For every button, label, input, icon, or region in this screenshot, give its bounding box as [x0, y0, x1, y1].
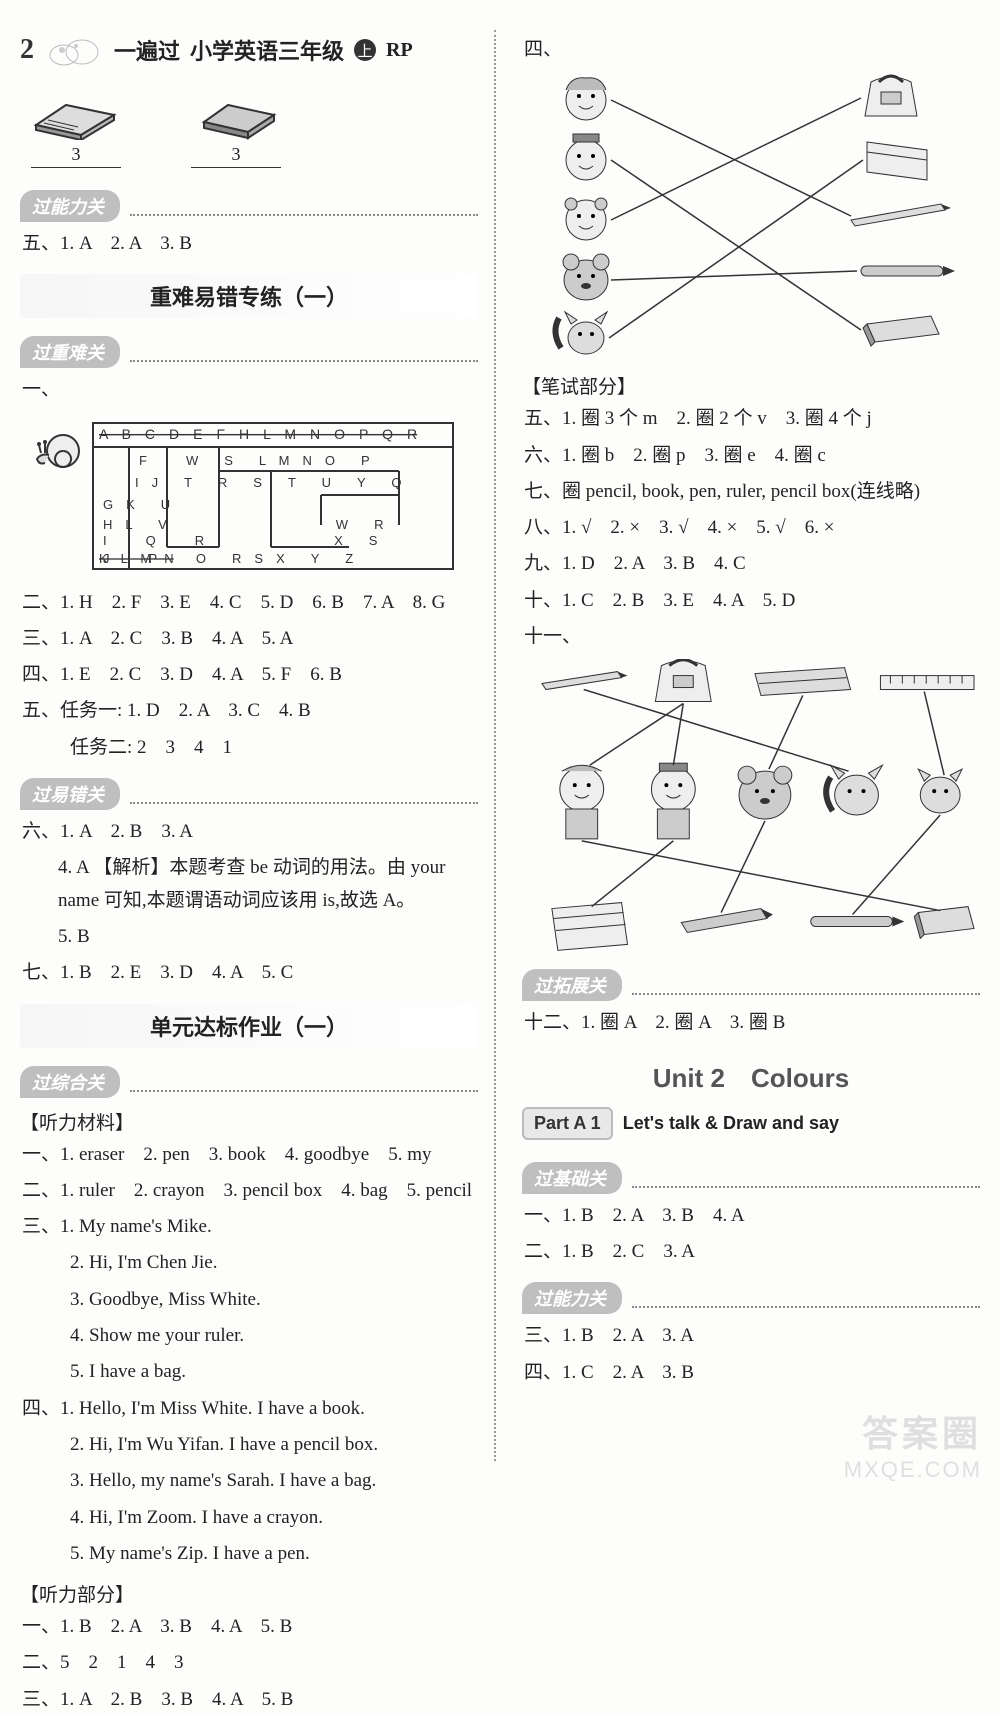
ans-7: 七、1. B 2. E 3. D 4. A 5. C	[22, 957, 478, 989]
book-icon	[867, 142, 927, 180]
svg-text:A B C D E F H L M N O P Q R: A B C D E F H L M N O P Q R	[99, 426, 417, 442]
lm-0: 一、1. eraser 2. pen 3. book 4. goodbye 5.…	[22, 1139, 478, 1171]
lm-6: 5. I have a bag.	[70, 1356, 478, 1388]
letter-maze: A B C D E F H L M N O P Q R F W S L M N …	[39, 417, 459, 577]
part-row: Part A 1 Let's talk & Draw and say	[522, 1107, 980, 1140]
tab-comprehensive: 过综合关	[20, 1066, 120, 1098]
watermark: 答案圈 MXQE.COM	[844, 1405, 982, 1483]
r12: 十二、1. 圈 A 2. 圈 A 3. 圈 B	[524, 1007, 980, 1039]
r7: 七、圈 pencil, book, pen, ruler, pencil box…	[524, 476, 980, 508]
eraser-small-icon	[863, 316, 939, 346]
crayon-icon	[681, 909, 773, 933]
lm-9: 3. Hello, my name's Sarah. I have a bag.	[70, 1465, 478, 1497]
pen-icon	[861, 266, 955, 276]
lm-8: 2. Hi, I'm Wu Yifan. I have a pencil box…	[70, 1429, 478, 1461]
squirrel-icon	[555, 312, 607, 354]
eraser-icon	[914, 907, 974, 939]
lm-11: 5. My name's Zip. I have a pen.	[70, 1538, 478, 1570]
match-diagram-2	[522, 659, 980, 959]
notebook-icon	[26, 80, 126, 140]
tab-error: 过易错关	[20, 778, 120, 810]
svg-text:I Q R X S: I Q R X S	[103, 533, 378, 548]
section-title-mistakes: 重难易错专练（一）	[150, 285, 348, 310]
svg-text:K L M N: K L M N	[99, 551, 174, 566]
basic-2: 二、1. B 2. C 3. A	[524, 1236, 980, 1268]
lm-10: 4. Hi, I'm Zoom. I have a crayon.	[70, 1502, 478, 1534]
svg-text:H L V W R: H L V W R	[103, 517, 383, 532]
volume-marker: 上	[354, 39, 376, 61]
listening-material-label: 【听力材料】	[20, 1108, 478, 1135]
section-title-assignment: 单元达标作业（一）	[150, 1015, 348, 1040]
tab-ability: 过能力关	[20, 190, 120, 222]
ls-1: 一、1. B 2. A 3. B 4. A 5. B	[22, 1611, 478, 1643]
svg-text:G K U: G K U	[103, 497, 183, 512]
ruler-icon	[880, 676, 974, 690]
ans-6c: 5. B	[58, 921, 478, 953]
r6: 六、1. 圈 b 2. 圈 p 3. 圈 e 4. 圈 c	[524, 440, 980, 472]
ans-3: 三、1. A 2. C 3. B 4. A 5. A	[22, 623, 478, 655]
tab-difficult: 过重难关	[20, 336, 120, 368]
ans-6a: 六、1. A 2. B 3. A	[22, 816, 478, 848]
grade-label: 小学英语三年级	[190, 34, 344, 66]
lm-5: 4. Show me your ruler.	[70, 1320, 478, 1352]
edition-label: RP	[386, 39, 413, 62]
r9: 九、1. D 2. A 3. B 4. C	[524, 548, 980, 580]
q1-label: 一、	[22, 374, 478, 406]
ability-3: 三、1. B 2. A 3. A	[524, 1320, 980, 1352]
ls-2: 二、5 2 1 4 3	[22, 1647, 478, 1679]
tab-basic: 过基础关	[522, 1162, 622, 1194]
pencilbox-icon	[755, 668, 851, 696]
ability-4: 四、1. C 2. A 3. B	[524, 1357, 980, 1389]
lm-2: 三、1. My name's Mike.	[22, 1211, 478, 1243]
snail-icon	[31, 423, 87, 479]
lm-4: 3. Goodbye, Miss White.	[70, 1284, 478, 1316]
bag-icon	[865, 76, 917, 116]
bear-icon	[563, 254, 609, 300]
ans-5b: 任务二: 2 3 4 1	[70, 732, 478, 764]
lm-7: 四、1. Hello, I'm Miss White. I have a boo…	[22, 1393, 478, 1425]
written-label: 【笔试部分】	[522, 372, 980, 399]
object-2-value: 3	[191, 144, 281, 168]
tab-ability-2: 过能力关	[522, 1282, 622, 1314]
object-1-value: 3	[31, 144, 121, 168]
page-number: 2	[20, 34, 34, 66]
lm-3: 2. Hi, I'm Chen Jie.	[70, 1247, 478, 1279]
pencil-icon	[542, 672, 628, 690]
part-label: Part A 1	[522, 1107, 613, 1140]
ls-3: 三、1. A 2. B 3. B 4. A 5. B	[22, 1684, 478, 1716]
section-5-answers: 五、1. A 2. A 3. B	[22, 228, 478, 260]
unit2-title: Unit 2 Colours	[653, 1063, 849, 1093]
ans-4: 四、1. E 2. C 3. D 4. A 5. F 6. B	[22, 659, 478, 691]
r8: 八、1. √ 2. × 3. √ 4. × 5. √ 6. ×	[524, 512, 980, 544]
bag-icon	[655, 660, 711, 702]
listening-section-label: 【听力部分】	[20, 1580, 478, 1607]
ans-5a: 五、任务一: 1. D 2. A 3. C 4. B	[22, 695, 478, 727]
svg-text:I J T R S T U Y Q: I J T R S T U Y Q	[135, 475, 402, 490]
cloud-decoration	[44, 30, 104, 70]
r5: 五、1. 圈 3 个 m 2. 圈 2 个 v 3. 圈 4 个 j	[524, 403, 980, 435]
ans-6b: 4. A 【解析】本题考查 be 动词的用法。由 your name 可知,本题…	[58, 852, 478, 917]
svg-text:F W S L M N O P: F W S L M N O P	[139, 453, 370, 468]
part-text: Let's talk & Draw and say	[623, 1113, 839, 1134]
lm-1: 二、1. ruler 2. crayon 3. pencil box 4. ba…	[22, 1175, 478, 1207]
tab-extend: 过拓展关	[522, 969, 622, 1001]
page-header: 2 一遍过 小学英语三年级 上 RP	[20, 30, 478, 70]
brand-label: 一遍过	[114, 34, 180, 66]
r-four-label: 四、	[524, 34, 980, 66]
objects-row: 3 3	[26, 80, 478, 168]
r10: 十、1. C 2. B 3. E 4. A 5. D	[524, 585, 980, 617]
match-diagram-1	[522, 72, 980, 362]
basic-1: 一、1. B 2. A 3. B 4. A	[524, 1200, 980, 1232]
r11-label: 十一、	[524, 621, 980, 653]
eraser-icon	[186, 80, 286, 140]
ans-2: 二、1. H 2. F 3. E 4. C 5. D 6. B 7. A 8. …	[22, 587, 478, 619]
pencil-icon	[851, 204, 951, 226]
face-icon	[566, 78, 606, 120]
book-icon	[552, 903, 628, 951]
pen-icon	[811, 917, 905, 927]
